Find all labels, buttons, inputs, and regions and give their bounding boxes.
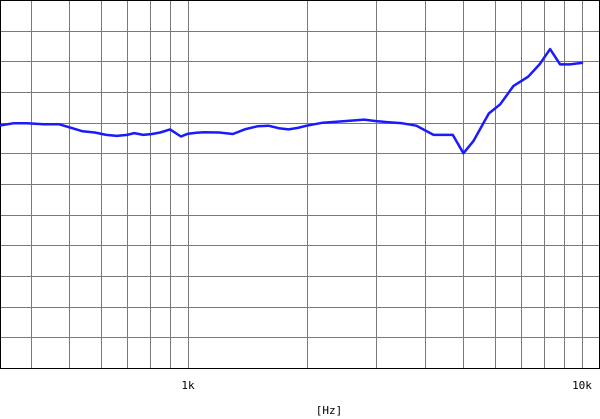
- series-line-0: [0, 47, 584, 155]
- x-tick-label: 10k: [572, 379, 592, 392]
- x-tick-labels: 1k 10k: [181, 379, 592, 392]
- horizontal-gridlines: [0, 0, 600, 369]
- x-tick-label: 1k: [181, 379, 195, 392]
- x-axis-label: [Hz]: [316, 404, 343, 417]
- series-layer: [0, 47, 584, 155]
